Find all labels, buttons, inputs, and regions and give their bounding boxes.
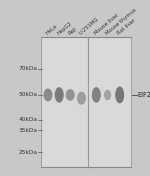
Ellipse shape: [115, 86, 124, 103]
Text: EIF2S3: EIF2S3: [137, 92, 150, 98]
Ellipse shape: [66, 89, 75, 101]
Bar: [40, 37, 130, 167]
Text: 40kDa: 40kDa: [18, 117, 38, 122]
Ellipse shape: [92, 87, 101, 103]
Text: Mouse thymus: Mouse thymus: [104, 7, 137, 36]
Text: 50kDa: 50kDa: [18, 92, 38, 98]
Text: HeLa: HeLa: [45, 24, 58, 36]
Ellipse shape: [55, 87, 64, 103]
Text: 35kDa: 35kDa: [18, 128, 38, 133]
Text: Rat liver: Rat liver: [117, 18, 137, 36]
Text: 70kDa: 70kDa: [18, 66, 38, 71]
Text: HepG2: HepG2: [56, 21, 73, 36]
Text: 25kDa: 25kDa: [18, 150, 38, 155]
Text: Mouse liver: Mouse liver: [93, 13, 119, 36]
Ellipse shape: [104, 90, 111, 100]
Text: Raji: Raji: [67, 26, 78, 36]
Ellipse shape: [77, 92, 86, 105]
Ellipse shape: [44, 88, 52, 101]
Text: U-251MG: U-251MG: [78, 17, 100, 36]
